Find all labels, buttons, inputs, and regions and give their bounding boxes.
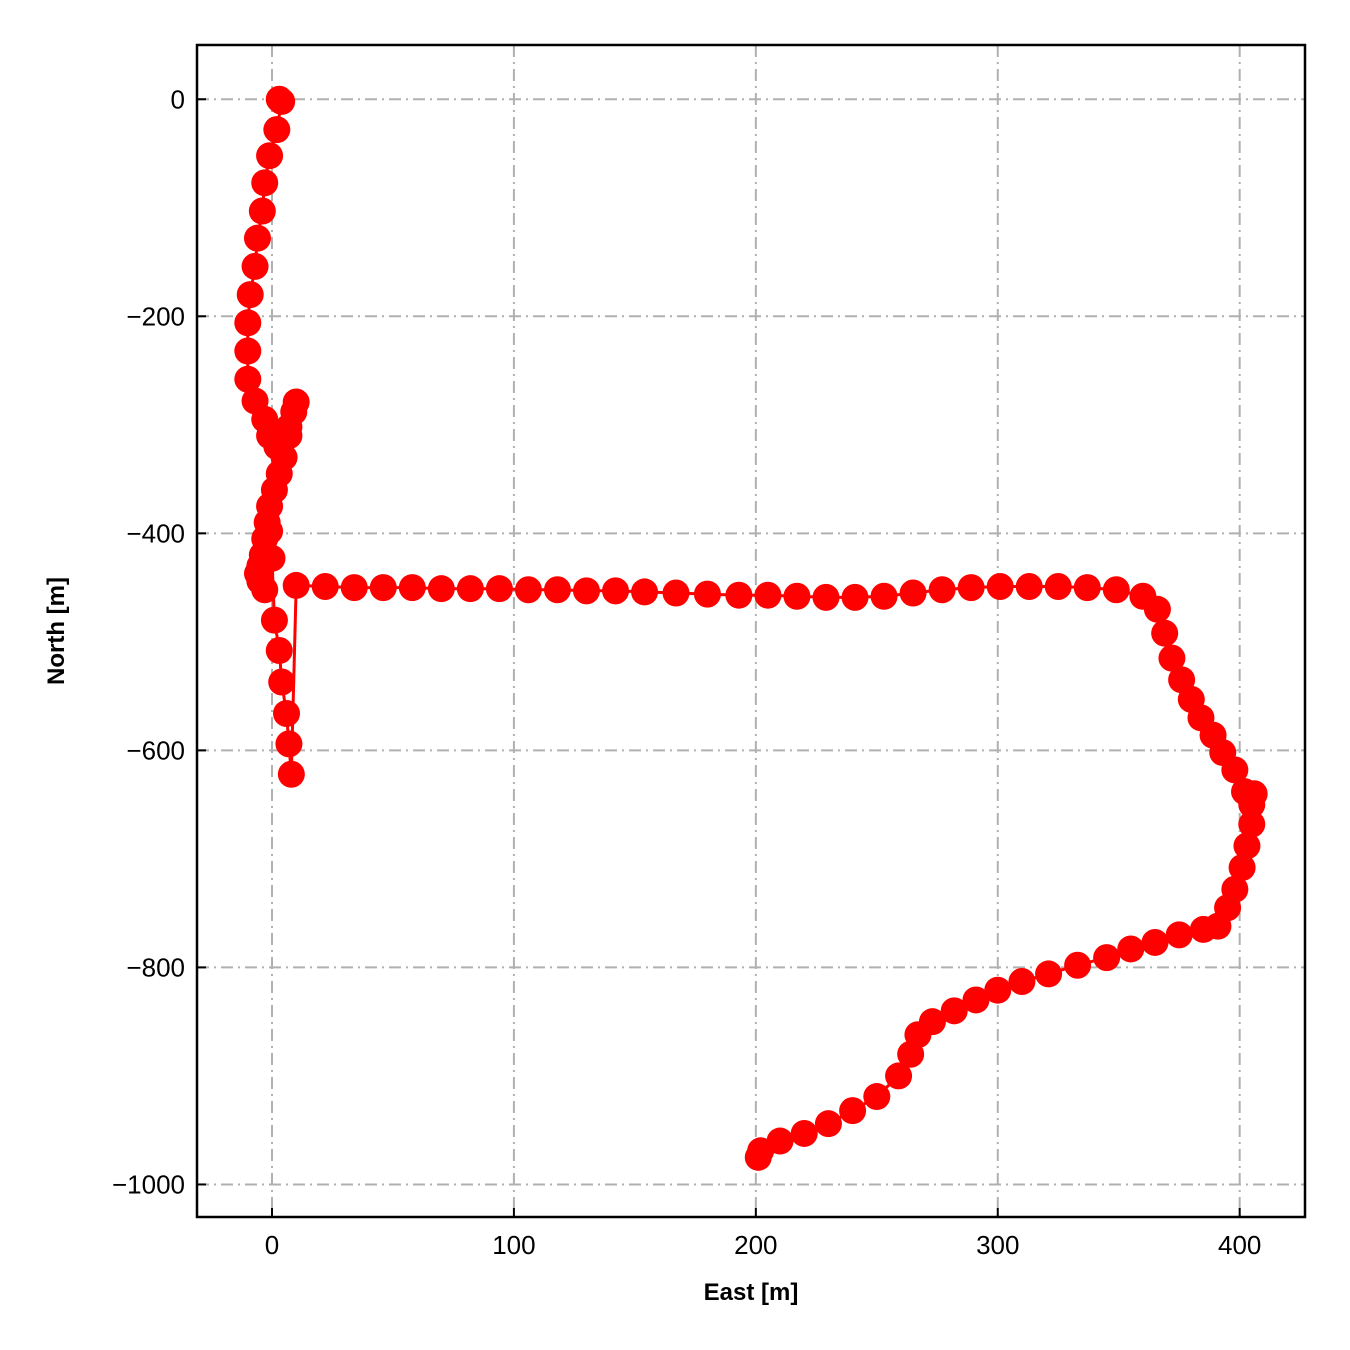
trajectory-point — [485, 575, 513, 603]
trajectory-point — [248, 197, 276, 225]
trajectory-point — [260, 606, 288, 634]
trajectory-point — [1158, 644, 1186, 672]
y-axis-label: North [m] — [43, 577, 70, 685]
x-tick-label: 100 — [492, 1230, 535, 1260]
trajectory-point — [1151, 619, 1179, 647]
trajectory-point — [790, 1119, 818, 1147]
y-tick-labels: 0 −200 −400 −600 −800 −1000 — [112, 84, 185, 1199]
trajectory-point — [1228, 854, 1256, 882]
trajectory-point — [398, 574, 426, 602]
trajectory-point — [456, 575, 484, 603]
trajectory-point — [275, 730, 303, 758]
trajectory-point — [1073, 574, 1101, 602]
trajectory-point — [814, 1110, 842, 1138]
x-axis-label: East [m] — [704, 1279, 799, 1306]
trajectory-point — [234, 309, 262, 337]
trajectory-point — [273, 699, 301, 727]
x-tick-labels: 0 100 200 300 400 — [265, 1230, 1262, 1260]
trajectory-point — [543, 576, 571, 604]
trajectory-point — [514, 576, 542, 604]
trajectory-point — [754, 581, 782, 609]
trajectory-point — [1064, 951, 1092, 979]
y-tick-label: −800 — [126, 952, 185, 982]
trajectory-point — [984, 976, 1012, 1004]
trajectory-point — [1102, 576, 1130, 604]
series-trajectory — [234, 85, 1268, 1171]
trajectory-point — [268, 668, 296, 696]
x-tick-label: 200 — [734, 1230, 777, 1260]
trajectory-point — [928, 576, 956, 604]
trajectory-point — [631, 578, 659, 606]
trajectory-point — [236, 281, 264, 309]
trajectory-point — [940, 997, 968, 1025]
trajectory-point — [1221, 756, 1249, 784]
trajectory-point — [265, 637, 293, 665]
trajectory-point — [693, 580, 721, 608]
x-tick-label: 300 — [976, 1230, 1019, 1260]
trajectory-point — [1143, 595, 1171, 623]
trajectory-point — [962, 986, 990, 1014]
trajectory-point — [282, 571, 310, 599]
plot-frame — [195, 43, 1307, 1219]
trajectory-point — [1240, 780, 1268, 808]
trajectory-point — [1238, 810, 1266, 838]
trajectory-point — [234, 365, 262, 393]
trajectory-point — [1044, 573, 1072, 601]
trajectory-point — [1093, 944, 1121, 972]
trajectory-point — [841, 583, 869, 611]
trajectory-point — [812, 583, 840, 611]
trajectory-point — [899, 579, 927, 607]
trajectory-point — [256, 517, 284, 545]
trajectory-point — [369, 574, 397, 602]
trajectory-point — [602, 577, 630, 605]
trajectory-point — [572, 577, 600, 605]
grid-lines — [197, 45, 1305, 1217]
trajectory-point — [251, 576, 279, 604]
y-tick-label: 0 — [171, 84, 185, 114]
trajectory-point — [1233, 832, 1261, 860]
trajectory-point — [863, 1083, 891, 1111]
x-tick-label: 0 — [265, 1230, 279, 1260]
trajectory-point — [243, 224, 271, 252]
trajectory-point — [744, 1143, 772, 1171]
trajectory-point — [256, 142, 284, 170]
trajectory-point — [311, 573, 339, 601]
trajectory-point — [870, 582, 898, 610]
trajectory-point — [957, 574, 985, 602]
trajectory-point — [897, 1040, 925, 1068]
trajectory-point — [783, 582, 811, 610]
y-tick-label: −200 — [126, 301, 185, 331]
trajectory-point — [1165, 921, 1193, 949]
trajectory-point — [662, 579, 690, 607]
trajectory-point — [263, 116, 291, 144]
trajectory-point — [1008, 968, 1036, 996]
trajectory-point — [277, 760, 305, 788]
trajectory-point — [1189, 915, 1217, 943]
trajectory-point — [839, 1097, 867, 1125]
trajectory-point — [275, 422, 303, 450]
trajectory-point — [340, 574, 368, 602]
axis-ticks — [197, 98, 1241, 1217]
trajectory-point — [268, 87, 296, 115]
trajectory-point — [1117, 935, 1145, 963]
y-tick-label: −600 — [126, 735, 185, 765]
y-tick-label: −400 — [126, 518, 185, 548]
trajectory-point — [885, 1062, 913, 1090]
trajectory-point — [280, 398, 308, 426]
y-tick-label: −1000 — [112, 1169, 185, 1199]
trajectory-point — [986, 573, 1014, 601]
trajectory-point — [1141, 928, 1169, 956]
trajectory-point — [725, 581, 753, 609]
trajectory-point — [234, 337, 262, 365]
trajectory-point — [1015, 573, 1043, 601]
trajectory-point — [251, 169, 279, 197]
x-tick-label: 400 — [1218, 1230, 1261, 1260]
trajectory-point — [1035, 960, 1063, 988]
trajectory-point — [258, 544, 286, 572]
trajectory-point — [427, 575, 455, 603]
trajectory-point — [241, 252, 269, 280]
trajectory-line — [246, 98, 1256, 1158]
